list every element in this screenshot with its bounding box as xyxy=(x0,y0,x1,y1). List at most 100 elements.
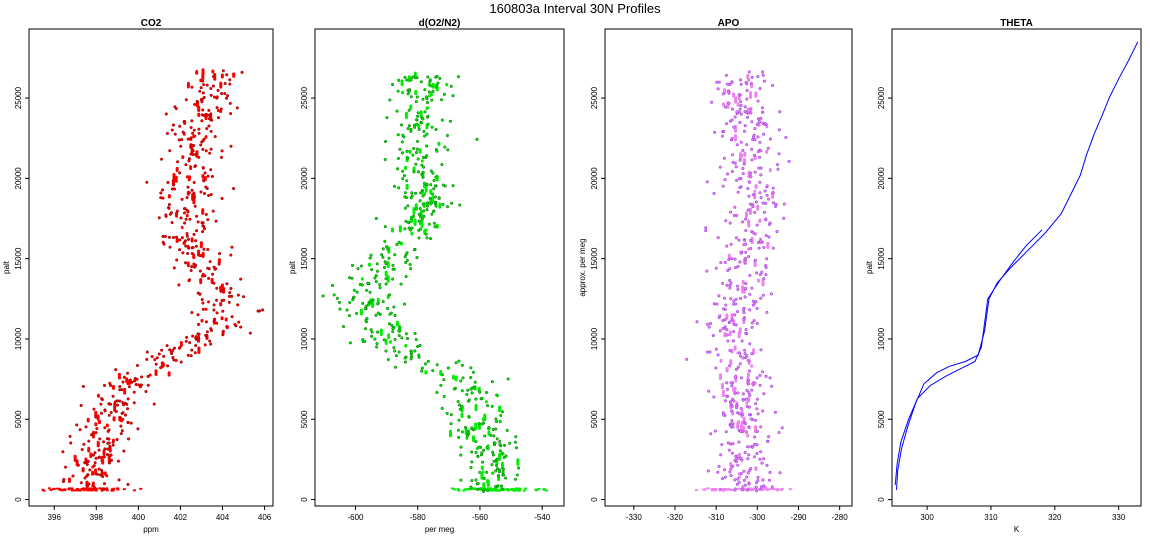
data-point xyxy=(778,110,782,114)
data-point xyxy=(738,78,743,82)
data-point xyxy=(754,402,758,406)
data-point xyxy=(457,359,461,363)
data-point xyxy=(742,129,747,133)
data-point xyxy=(749,238,753,243)
y-tick-label: 10000 xyxy=(14,327,23,350)
data-point xyxy=(388,340,392,344)
data-point xyxy=(762,245,766,249)
data-point xyxy=(191,245,195,250)
data-point xyxy=(750,75,754,79)
data-point xyxy=(725,394,729,398)
data-point xyxy=(410,231,414,236)
data-point xyxy=(89,452,93,459)
data-point xyxy=(752,153,756,157)
data-point xyxy=(443,184,447,188)
data-point xyxy=(201,79,205,83)
data-point xyxy=(172,177,176,181)
data-point xyxy=(737,440,741,444)
data-point xyxy=(69,441,73,445)
data-point xyxy=(205,127,209,131)
data-point xyxy=(759,425,763,429)
data-point xyxy=(190,237,194,241)
data-point xyxy=(745,115,750,119)
data-point xyxy=(167,235,172,239)
data-point xyxy=(753,170,757,174)
data-point xyxy=(741,398,745,402)
data-point xyxy=(481,470,485,474)
data-point xyxy=(359,264,363,268)
data-point xyxy=(414,191,418,195)
data-point xyxy=(723,105,727,109)
data-point xyxy=(221,69,225,73)
data-point xyxy=(716,353,720,357)
data-point xyxy=(724,219,728,223)
data-point xyxy=(755,489,759,493)
data-point xyxy=(758,373,762,377)
data-point xyxy=(215,106,219,110)
data-point xyxy=(504,476,508,480)
panel-do2n2: d(O2/N2) -600 -580 -560 -540 0 5000 10000 15000 2… xyxy=(288,18,565,534)
data-point xyxy=(777,152,781,156)
data-point xyxy=(758,273,762,277)
data-point xyxy=(79,403,83,408)
data-point xyxy=(181,251,185,255)
data-point xyxy=(406,88,410,92)
data-point xyxy=(432,187,436,191)
data-point xyxy=(720,442,724,447)
data-point xyxy=(764,217,768,221)
data-point xyxy=(753,258,757,262)
data-point xyxy=(196,332,200,336)
data-point xyxy=(722,129,726,133)
data-point xyxy=(383,225,387,229)
data-point xyxy=(726,268,730,273)
data-point xyxy=(348,300,352,305)
data-point xyxy=(721,184,725,188)
data-point xyxy=(442,378,446,382)
data-point xyxy=(400,140,404,144)
data-point xyxy=(715,302,719,306)
data-point xyxy=(401,169,405,173)
data-point xyxy=(746,372,750,377)
data-point xyxy=(201,165,205,170)
data-point xyxy=(80,447,84,452)
data-point xyxy=(210,174,214,179)
data-point xyxy=(190,85,194,89)
data-point xyxy=(422,209,426,213)
data-point xyxy=(759,348,763,352)
data-point xyxy=(483,434,487,438)
data-point xyxy=(180,225,184,229)
data-point xyxy=(435,85,439,89)
data-point xyxy=(438,202,442,209)
data-point xyxy=(758,487,762,491)
data-point xyxy=(83,476,87,480)
data-point xyxy=(92,407,96,411)
data-point xyxy=(433,200,437,204)
data-point xyxy=(211,272,215,276)
x-tick-label: -580 xyxy=(410,513,427,522)
data-point xyxy=(722,296,727,300)
data-point xyxy=(211,209,215,213)
data-point xyxy=(421,202,425,206)
data-point xyxy=(183,261,188,265)
data-point xyxy=(725,387,730,391)
data-point xyxy=(469,465,473,469)
data-point xyxy=(175,209,179,213)
data-point xyxy=(127,385,131,389)
data-point xyxy=(115,437,119,442)
x-tick-label: -300 xyxy=(749,513,766,522)
data-point xyxy=(415,95,419,99)
data-point xyxy=(416,114,420,118)
data-point xyxy=(200,100,204,104)
data-point xyxy=(403,191,407,195)
data-point xyxy=(743,109,747,114)
data-point xyxy=(345,308,349,312)
data-point xyxy=(737,177,742,181)
data-point xyxy=(484,390,489,395)
data-point xyxy=(476,487,480,492)
data-point xyxy=(215,311,219,315)
data-point xyxy=(716,236,720,240)
data-point xyxy=(228,101,232,105)
data-point xyxy=(198,292,202,296)
data-point xyxy=(429,91,433,97)
data-point xyxy=(174,175,178,183)
